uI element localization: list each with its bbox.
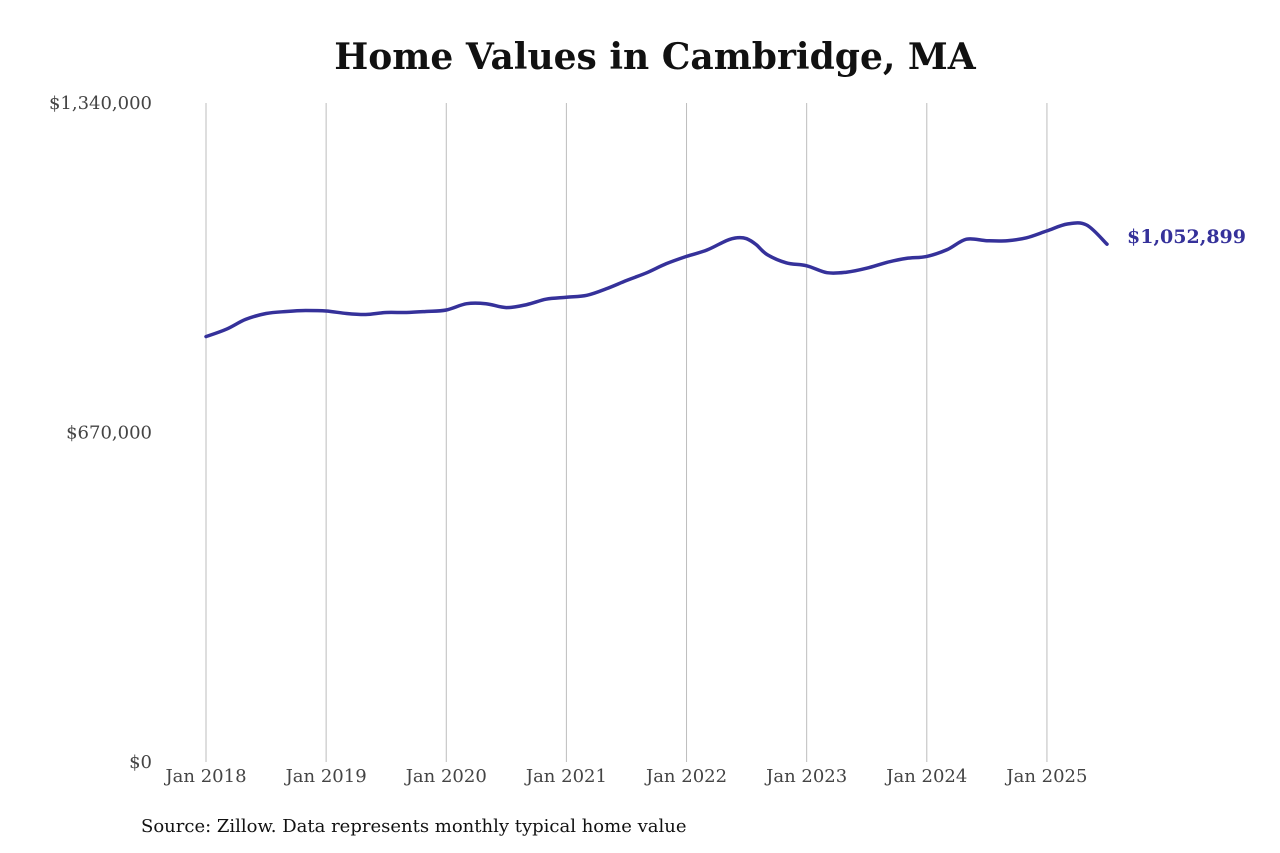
series-line (204, 221, 1109, 339)
x-tick-label: Jan 2019 (284, 766, 367, 787)
y-tick-label: $1,340,000 (49, 93, 152, 114)
x-tick-label: Jan 2025 (1004, 766, 1087, 787)
y-tick-label: $670,000 (66, 423, 152, 444)
x-tick-label: Jan 2022 (644, 766, 727, 787)
x-tick-label: Jan 2023 (764, 766, 847, 787)
x-tick-label: Jan 2021 (524, 766, 607, 787)
y-tick-label: $0 (129, 752, 152, 773)
x-tick-label: Jan 2018 (163, 766, 246, 787)
chart-title: Home Values in Cambridge, MA (334, 36, 976, 78)
x-tick-label: Jan 2020 (404, 766, 487, 787)
source-note: Source: Zillow. Data represents monthly … (141, 816, 687, 837)
x-tick-label: Jan 2024 (884, 766, 967, 787)
end-value-label: $1,052,899 (1127, 226, 1246, 248)
